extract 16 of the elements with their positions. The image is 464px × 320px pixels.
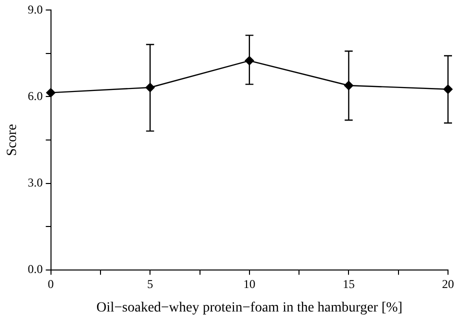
y-tick-label: 9.0 bbox=[28, 2, 43, 16]
x-tick-label: 0 bbox=[48, 277, 54, 292]
x-tick-label: 15 bbox=[342, 277, 355, 292]
y-tick-label: 3.0 bbox=[28, 175, 43, 190]
y-tick-label: 6.0 bbox=[28, 88, 43, 103]
x-tick-label: 5 bbox=[147, 277, 154, 292]
y-axis-title: Score bbox=[5, 124, 20, 156]
x-tick-label: 10 bbox=[243, 277, 256, 292]
point bbox=[146, 82, 155, 92]
point bbox=[244, 56, 254, 66]
y-tick-label: 0.0 bbox=[28, 262, 43, 276]
point bbox=[46, 88, 56, 98]
point bbox=[443, 84, 453, 94]
x-axis-title: Oil−soaked−whey protein−foam in the hamburger [%] bbox=[96, 300, 402, 316]
point bbox=[344, 80, 354, 90]
x-tick-label: 20 bbox=[442, 277, 454, 292]
